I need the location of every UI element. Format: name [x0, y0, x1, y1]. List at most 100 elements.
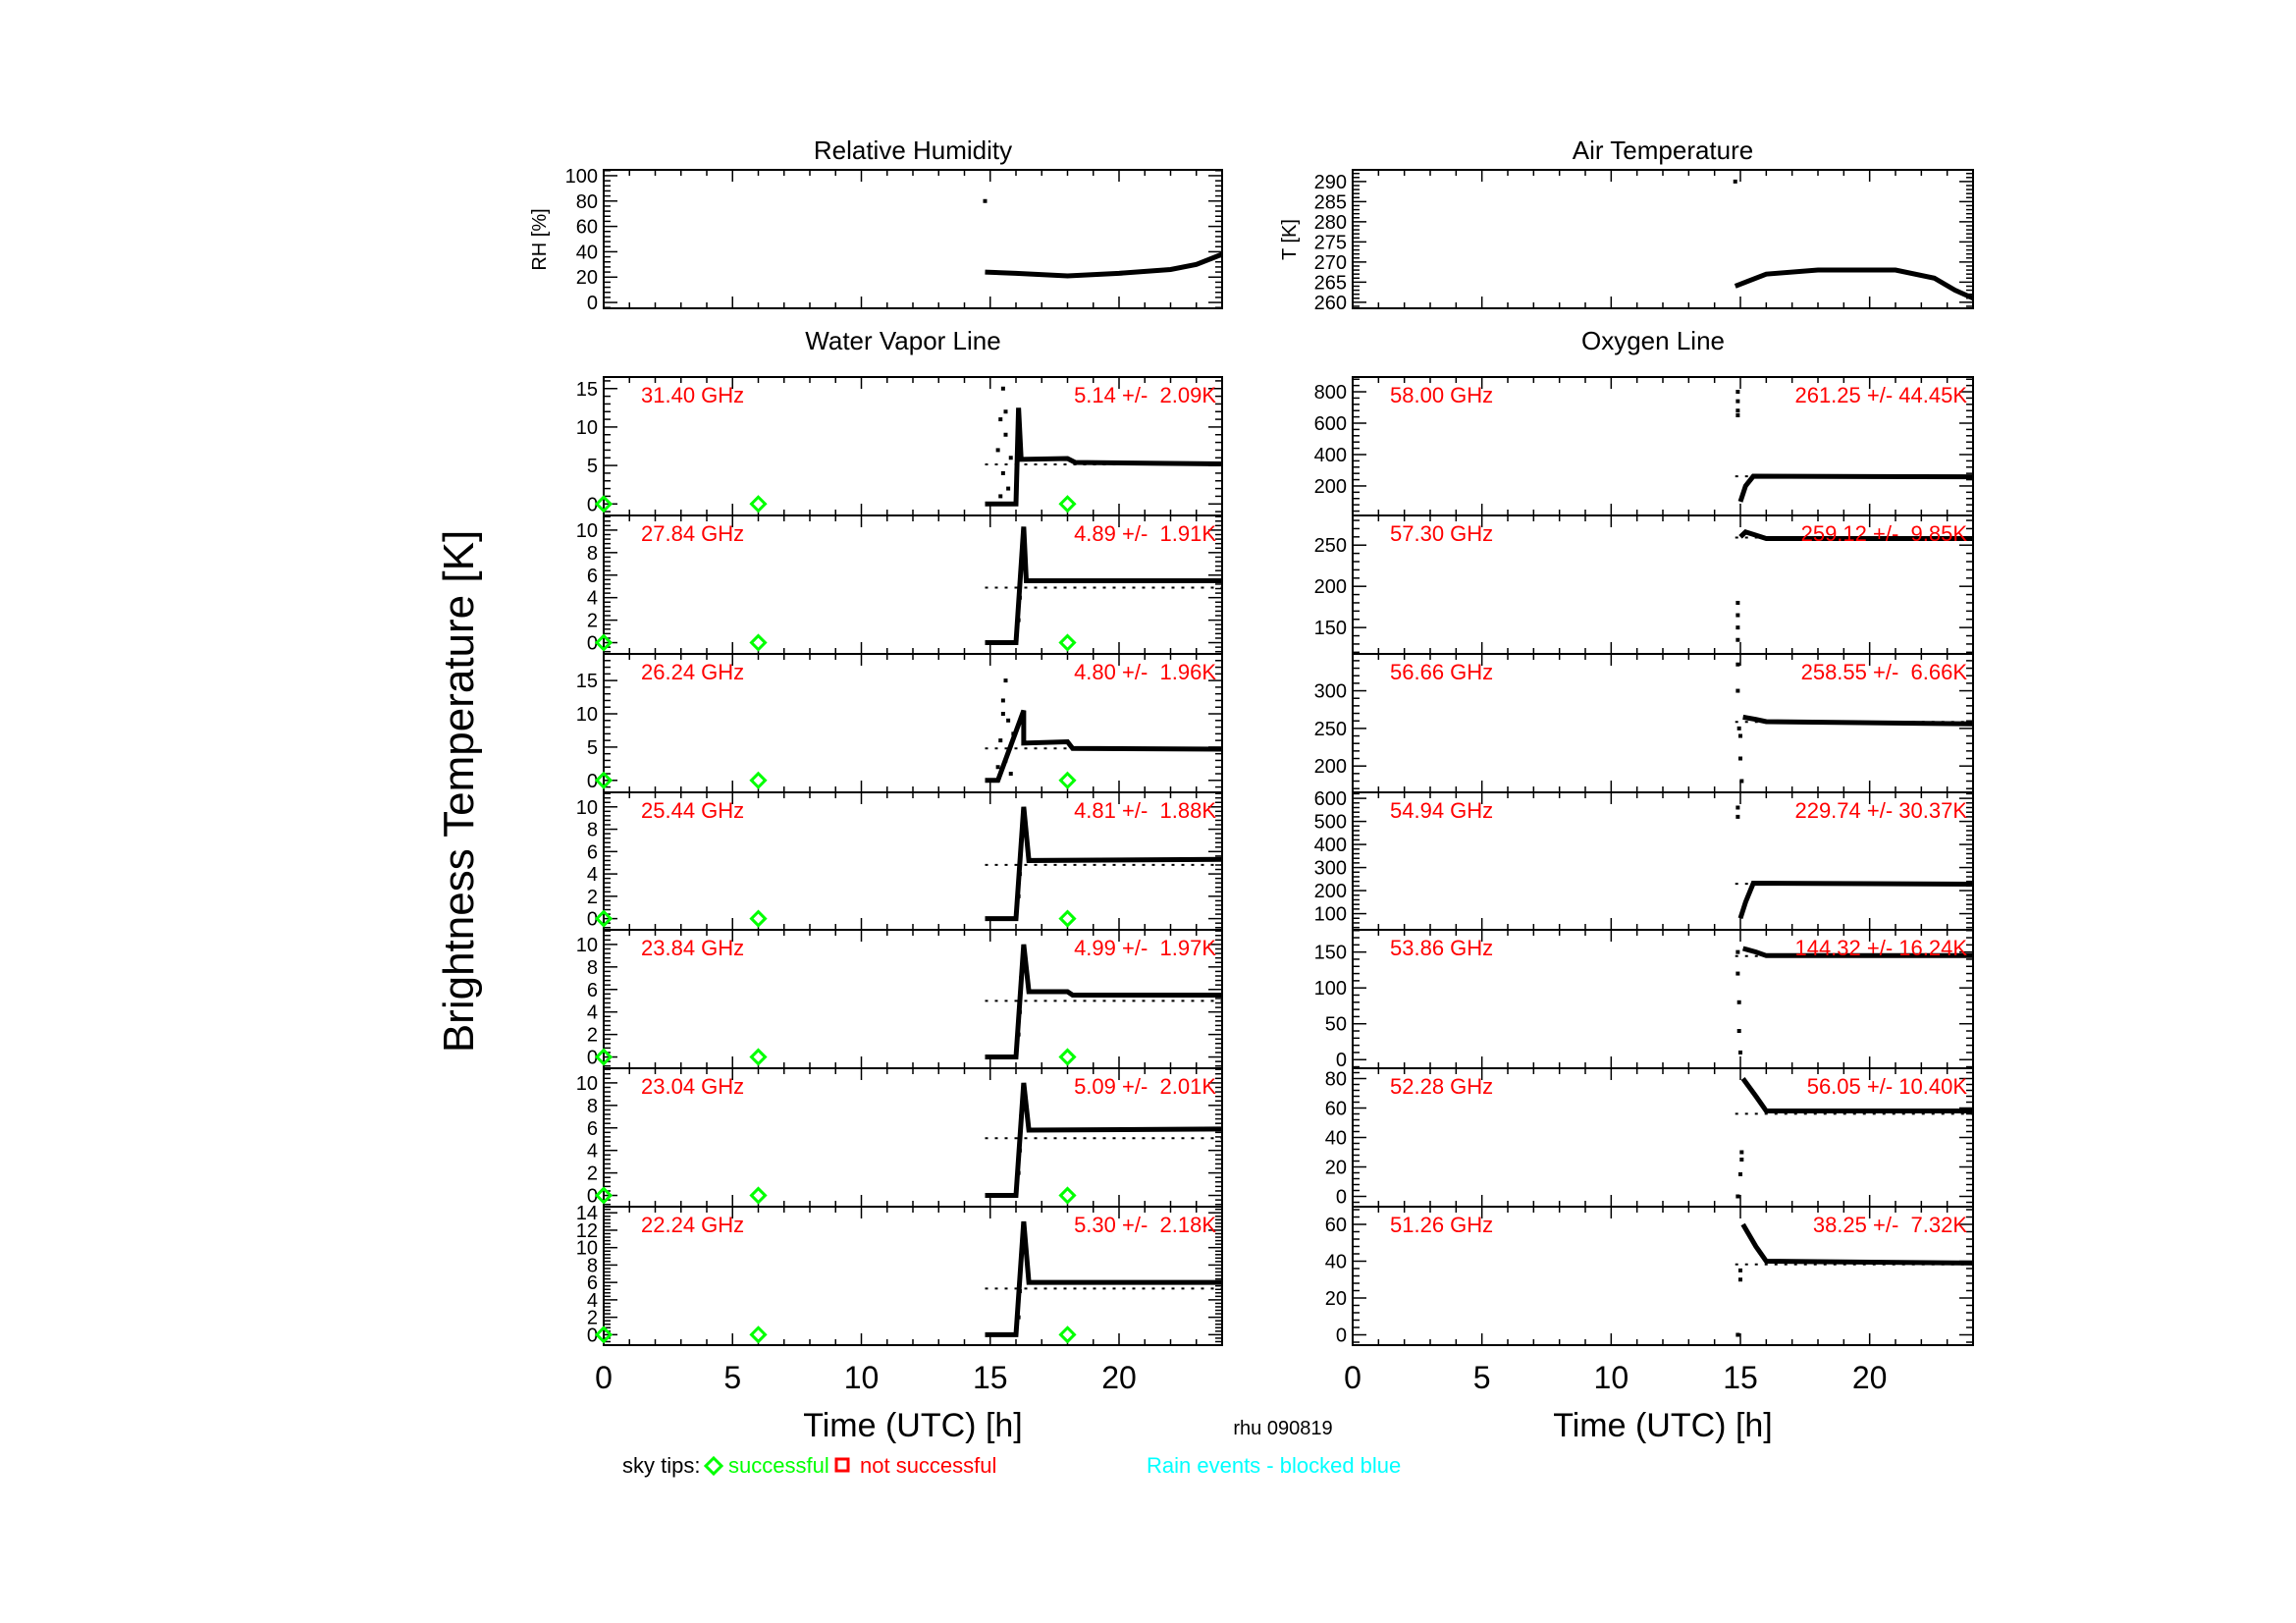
- y-tick-label: 8: [587, 957, 598, 979]
- sky-tip-marker: [1058, 1048, 1077, 1066]
- channel-frequency: 52.28 GHz: [1390, 1074, 1493, 1099]
- channel-frequency: 26.24 GHz: [641, 660, 744, 684]
- y-tick-label: 0: [1336, 1187, 1347, 1209]
- data-point: [1735, 600, 1740, 605]
- y-tick-label: 0: [587, 494, 598, 515]
- data-point: [1738, 733, 1742, 738]
- data-point: [998, 494, 1003, 499]
- data-point: [1008, 772, 1013, 777]
- data-point: [1000, 712, 1005, 717]
- y-tick-label: 10: [576, 1073, 598, 1095]
- y-tick-label: 4: [587, 1141, 598, 1163]
- data-series: [1740, 1077, 1973, 1113]
- y-tick-label: 60: [1325, 1099, 1347, 1120]
- data-point: [1735, 399, 1740, 404]
- y-tick-label: 150: [1314, 943, 1347, 964]
- data-series: [985, 407, 1223, 507]
- data-point: [1003, 758, 1008, 763]
- data-point: [1736, 726, 1741, 730]
- data-series: [985, 1220, 1222, 1337]
- y-tick-label: 60: [576, 217, 598, 239]
- data-point: [1003, 432, 1008, 437]
- data-series: [985, 251, 1223, 279]
- wv-channel-panel: 0 5 10 15 31.40 GHz 5.14 +/- 2.09K: [576, 376, 1223, 516]
- data-point: [1735, 613, 1740, 618]
- channel-frequency: 22.24 GHz: [641, 1213, 744, 1237]
- channel-stats: 258.55 +/- 6.66K: [1801, 660, 1968, 684]
- not-successful-legend-icon: [834, 1457, 850, 1473]
- y-tick-label: 2: [587, 1025, 598, 1047]
- o2-channel-panel: 0 50 100 150 53.86 GHz 144.32 +/- 16.24K: [1314, 929, 1974, 1071]
- data-point: [1735, 408, 1740, 413]
- y-tick-label: 0: [587, 1048, 598, 1069]
- y-tick-label: 8: [587, 543, 598, 565]
- channel-frequency: 27.84 GHz: [641, 521, 744, 546]
- y-tick-label: 285: [1314, 191, 1347, 213]
- x-tick-label: 5: [723, 1360, 741, 1395]
- data-point: [1019, 562, 1024, 567]
- y-tick-label: 15: [576, 379, 598, 401]
- data-point: [1017, 872, 1022, 877]
- y-tick-label: 200: [1314, 476, 1347, 498]
- sky-tip-marker: [1058, 1186, 1077, 1205]
- y-tick-label: 4: [587, 588, 598, 610]
- sky-tip-marker: [749, 909, 768, 928]
- channel-frequency: 25.44 GHz: [641, 798, 744, 823]
- data-point: [1019, 1114, 1024, 1119]
- data-series: [985, 806, 1223, 922]
- o2-channel-panel: 150 200 250 57.30 GHz 259.12 +/- 9.85K: [1314, 514, 1974, 655]
- x-tick-label: 10: [1594, 1360, 1629, 1395]
- sky-tip-marker: [594, 1048, 614, 1066]
- sky-tip-marker: [749, 1325, 768, 1344]
- channel-stats: 4.89 +/- 1.91K: [1074, 521, 1216, 546]
- sky-tip-marker: [749, 633, 768, 652]
- y-tick-label: 2: [587, 1308, 598, 1329]
- channel-stats: 5.14 +/- 2.09K: [1074, 383, 1216, 407]
- data-point: [1739, 779, 1744, 784]
- o2-channel-panel: 0 20 40 60 80 52.28 GHz 56.05 +/- 10.40K: [1325, 1067, 1974, 1209]
- data-series: [985, 944, 1222, 1060]
- channel-stats: 4.81 +/- 1.88K: [1074, 798, 1216, 823]
- data-series: [1737, 881, 1974, 920]
- y-tick-label: 200: [1314, 756, 1347, 778]
- o2-channel-panel: 200 250 300 56.66 GHz 258.55 +/- 6.66K: [1314, 653, 1974, 793]
- y-tick-label: 5: [587, 737, 598, 759]
- rh-ylabel: RH [%]: [529, 208, 551, 270]
- y-tick-label: 200: [1314, 881, 1347, 902]
- channel-stats: 144.32 +/- 16.24K: [1794, 936, 1967, 960]
- data-point: [1016, 1170, 1021, 1175]
- data-point: [1736, 1000, 1741, 1004]
- data-point: [995, 448, 1000, 453]
- y-tick-label: 8: [587, 1255, 598, 1276]
- x-tick-label: 5: [1473, 1360, 1491, 1395]
- data-point: [1017, 1148, 1022, 1153]
- y-tick-label: 0: [1336, 1325, 1347, 1347]
- y-tick-label: 0: [587, 909, 598, 931]
- y-tick-label: 8: [587, 1096, 598, 1117]
- data-point: [1738, 1172, 1742, 1176]
- data-point: [1017, 1009, 1022, 1014]
- y-tick-label: 150: [1314, 618, 1347, 639]
- t-title: Air Temperature: [1573, 135, 1754, 165]
- x-tick-label: 15: [1723, 1360, 1758, 1395]
- t-ylabel: T [K]: [1279, 219, 1301, 260]
- channel-frequency: 57.30 GHz: [1390, 521, 1493, 546]
- y-tick-label: 400: [1314, 445, 1347, 466]
- y-tick-label: 0: [1336, 1050, 1347, 1071]
- not-successful-label: not successful: [860, 1453, 996, 1478]
- data-point: [1735, 625, 1740, 630]
- data-series: [1737, 473, 1974, 503]
- o2-title: Oxygen Line: [1581, 326, 1725, 355]
- sky-tip-marker: [594, 1186, 614, 1205]
- channel-stats: 5.09 +/- 2.01K: [1074, 1074, 1216, 1099]
- y-tick-label: 40: [576, 242, 598, 263]
- y-tick-label: 50: [1325, 1014, 1347, 1036]
- y-tick-label: 40: [1325, 1252, 1347, 1273]
- channel-stats: 38.25 +/- 7.32K: [1813, 1213, 1967, 1237]
- channel-stats: 4.80 +/- 1.96K: [1074, 660, 1216, 684]
- data-point: [1738, 1050, 1742, 1055]
- data-point: [1735, 413, 1740, 418]
